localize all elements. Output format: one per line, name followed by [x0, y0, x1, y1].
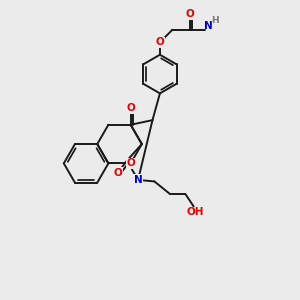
Text: O: O	[126, 158, 135, 168]
Text: N: N	[204, 21, 212, 31]
Text: O: O	[155, 37, 164, 47]
Text: OH: OH	[186, 207, 204, 217]
Text: N: N	[134, 175, 142, 185]
Text: O: O	[113, 168, 122, 178]
Text: H: H	[211, 16, 218, 26]
Text: O: O	[185, 9, 194, 19]
Text: O: O	[126, 103, 135, 113]
